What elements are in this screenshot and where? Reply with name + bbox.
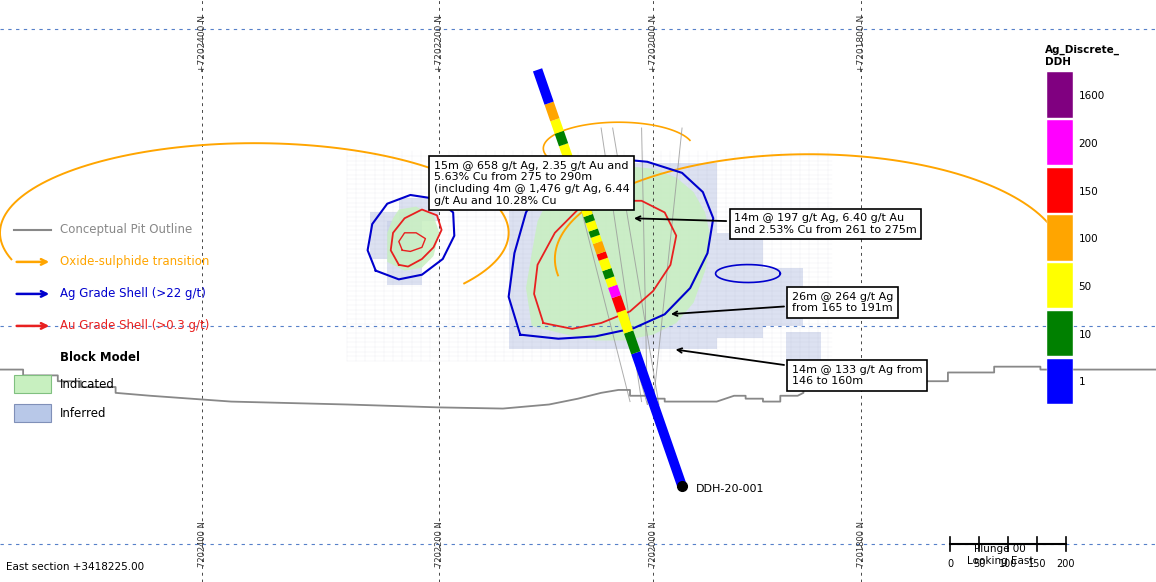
Text: Conceptual Pit Outline: Conceptual Pit Outline (60, 223, 192, 236)
Text: 200: 200 (1079, 139, 1098, 149)
Polygon shape (509, 163, 717, 349)
FancyBboxPatch shape (1047, 263, 1073, 308)
Text: 150: 150 (1079, 187, 1098, 197)
Polygon shape (387, 221, 422, 285)
Text: 50: 50 (1079, 282, 1091, 292)
Text: 15m @ 658 g/t Ag, 2.35 g/t Au and
5.63% Cu from 275 to 290m
(including 4m @ 1,47: 15m @ 658 g/t Ag, 2.35 g/t Au and 5.63% … (434, 159, 629, 205)
Text: 26m @ 264 g/t Ag
from 165 to 191m: 26m @ 264 g/t Ag from 165 to 191m (673, 292, 894, 316)
Text: 200: 200 (1057, 559, 1075, 569)
Text: 100: 100 (1079, 235, 1098, 244)
FancyBboxPatch shape (14, 375, 51, 393)
Text: 10: 10 (1079, 330, 1091, 340)
FancyBboxPatch shape (1047, 359, 1073, 404)
Text: East section +3418225.00: East section +3418225.00 (6, 562, 143, 572)
FancyBboxPatch shape (14, 404, 51, 422)
Text: +7202200 N: +7202200 N (435, 15, 444, 72)
Polygon shape (717, 233, 763, 338)
Text: 1: 1 (1079, 378, 1085, 388)
Polygon shape (786, 332, 821, 361)
Text: Plunge 00
Looking East: Plunge 00 Looking East (966, 544, 1033, 566)
Text: Oxide-sulphide transition: Oxide-sulphide transition (60, 255, 209, 268)
Text: +7201800 N: +7201800 N (857, 15, 866, 72)
Text: 50: 50 (973, 559, 985, 569)
Text: 14m @ 197 g/t Ag, 6.40 g/t Au
and 2.53% Cu from 261 to 275m: 14m @ 197 g/t Ag, 6.40 g/t Au and 2.53% … (636, 213, 917, 235)
Text: 150: 150 (1028, 559, 1046, 569)
Polygon shape (399, 198, 439, 221)
Text: 7202000 N: 7202000 N (649, 521, 658, 567)
Text: DDH-20-001: DDH-20-001 (696, 484, 764, 494)
Text: 7202400 N: 7202400 N (198, 521, 207, 567)
Text: 1600: 1600 (1079, 91, 1105, 101)
Text: 7202200 N: 7202200 N (435, 521, 444, 567)
Text: 14m @ 133 g/t Ag from
146 to 160m: 14m @ 133 g/t Ag from 146 to 160m (677, 348, 922, 386)
Text: +7202400 N: +7202400 N (198, 15, 207, 72)
Text: Inferred: Inferred (60, 407, 106, 420)
Polygon shape (370, 212, 410, 259)
Polygon shape (763, 268, 803, 326)
Text: Ag_Discrete_
DDH: Ag_Discrete_ DDH (1045, 45, 1120, 67)
Text: 7201800 N: 7201800 N (857, 521, 866, 567)
Text: 0: 0 (947, 559, 954, 569)
Text: Au Grade Shell (>0.3 g/t): Au Grade Shell (>0.3 g/t) (60, 320, 209, 332)
Text: 100: 100 (999, 559, 1017, 569)
FancyBboxPatch shape (1047, 120, 1073, 165)
FancyBboxPatch shape (1047, 72, 1073, 118)
FancyBboxPatch shape (1047, 311, 1073, 356)
Text: +7202000 N: +7202000 N (649, 15, 658, 72)
Polygon shape (387, 207, 439, 271)
Polygon shape (526, 166, 711, 340)
Text: Block Model: Block Model (60, 352, 140, 364)
FancyBboxPatch shape (1047, 215, 1073, 261)
Text: Ag Grade Shell (>22 g/t): Ag Grade Shell (>22 g/t) (60, 288, 206, 300)
Text: Indicated: Indicated (60, 378, 114, 391)
FancyBboxPatch shape (1047, 168, 1073, 213)
